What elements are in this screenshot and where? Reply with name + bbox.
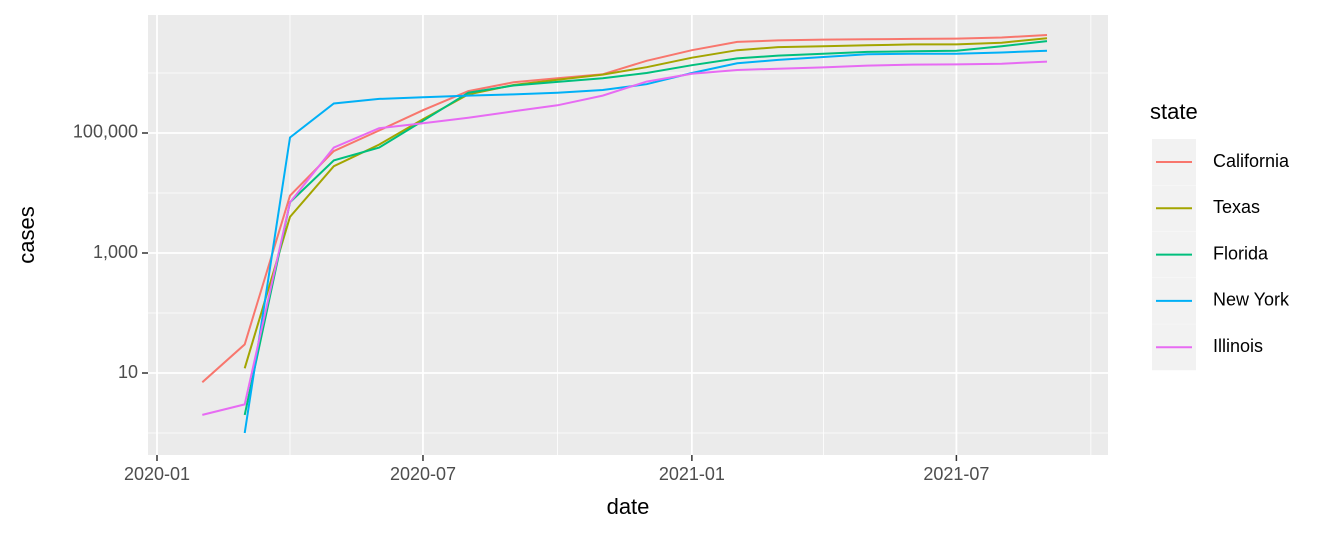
series-line xyxy=(202,60,1048,416)
plot-panel xyxy=(148,15,1108,455)
legend-label: California xyxy=(1213,151,1290,171)
x-tick-label: 2020-07 xyxy=(390,464,456,484)
series-line xyxy=(243,37,1048,369)
legend-label: Illinois xyxy=(1213,336,1263,356)
legend: California Texas Florida New York Illinois xyxy=(1152,139,1290,371)
y-tick-label: 100,000 xyxy=(73,122,138,142)
legend-label: Texas xyxy=(1213,197,1260,217)
series-line xyxy=(201,34,1048,384)
series-line xyxy=(243,49,1048,434)
legend-title: state xyxy=(1150,99,1198,124)
legend-label: New York xyxy=(1213,290,1290,310)
series-line xyxy=(243,40,1048,416)
x-tick-label: 2020-01 xyxy=(124,464,190,484)
x-axis-title: date xyxy=(607,494,650,519)
y-tick-label: 10 xyxy=(118,362,138,382)
x-tick-label: 2021-01 xyxy=(659,464,725,484)
x-tick-label: 2021-07 xyxy=(923,464,989,484)
legend-label: Florida xyxy=(1213,243,1269,263)
y-axis-title: cases xyxy=(14,206,39,263)
y-tick-label: 1,000 xyxy=(93,242,138,262)
